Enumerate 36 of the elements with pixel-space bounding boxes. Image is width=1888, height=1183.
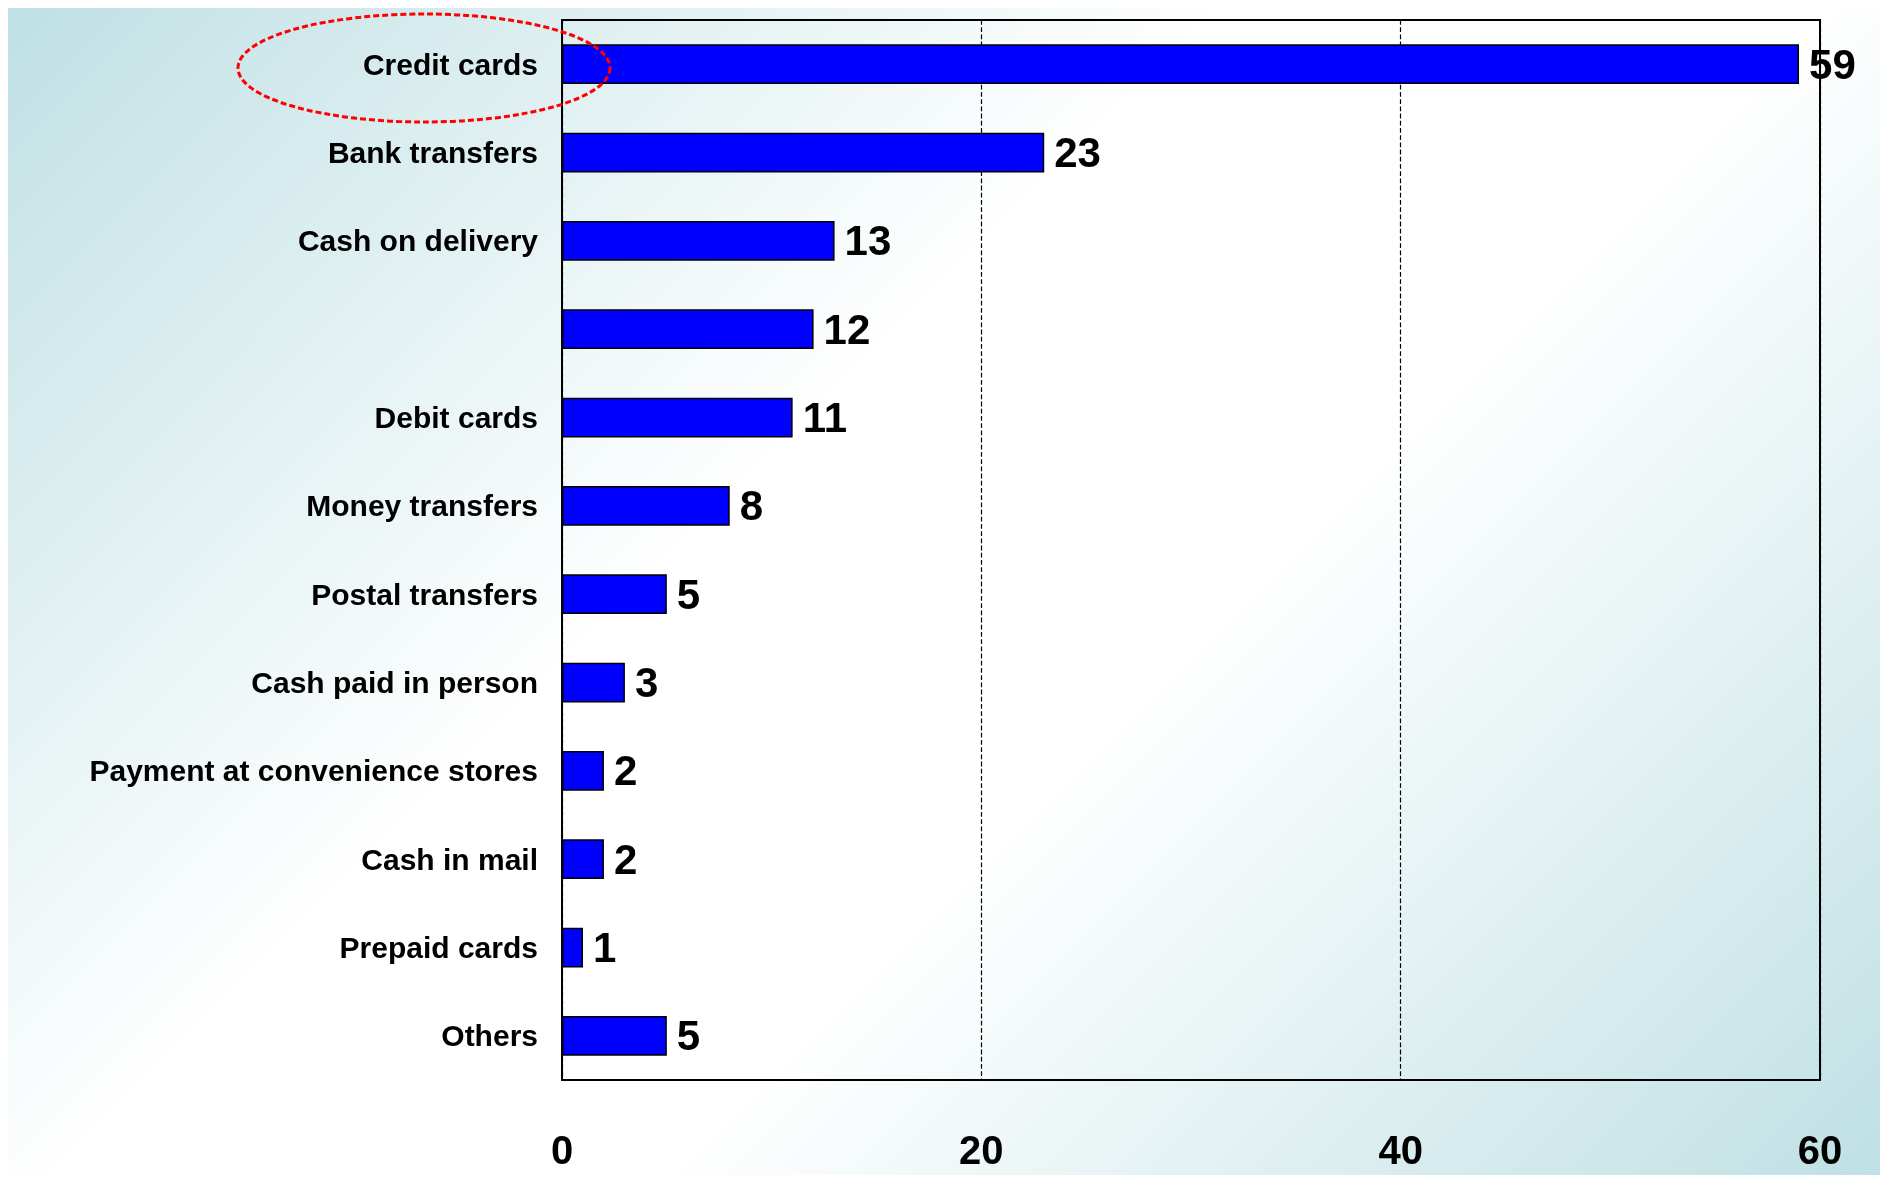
data-label: 5 bbox=[676, 1012, 701, 1060]
y-tick-label: Others bbox=[441, 1019, 538, 1053]
data-label: 13 bbox=[844, 217, 892, 265]
data-label: 23 bbox=[1054, 129, 1101, 176]
bar bbox=[562, 927, 583, 968]
bar bbox=[562, 397, 793, 438]
data-label: 8 bbox=[739, 482, 764, 530]
bar bbox=[562, 574, 667, 615]
x-tick-label: 40 bbox=[1378, 1128, 1423, 1172]
data-label: 2 bbox=[613, 835, 638, 883]
data-label: 2 bbox=[613, 747, 638, 795]
y-tick-label: Bank transfers bbox=[327, 136, 538, 169]
y-tick-label: Cash on delivery bbox=[297, 224, 539, 258]
data-label: 3 bbox=[634, 659, 659, 706]
y-tick-label: Debit cards bbox=[374, 401, 538, 434]
y-tick-label: Postal transfers bbox=[311, 577, 538, 611]
y-tick-label: Credit cards bbox=[362, 47, 538, 81]
data-label: 5 bbox=[676, 570, 701, 618]
bar bbox=[562, 662, 625, 703]
y-tick-label: Cash in mail bbox=[361, 842, 538, 876]
data-label: 12 bbox=[823, 305, 871, 353]
bar bbox=[562, 220, 835, 261]
x-tick-label: 60 bbox=[1797, 1128, 1843, 1172]
data-label: 1 bbox=[592, 924, 617, 971]
bar bbox=[562, 839, 604, 880]
bar bbox=[562, 485, 730, 526]
y-tick-label: Payment at convenience stores bbox=[89, 754, 538, 788]
x-tick-label: 20 bbox=[959, 1128, 1004, 1172]
data-label: 11 bbox=[802, 394, 848, 441]
y-tick-label: Prepaid cards bbox=[339, 931, 538, 964]
y-tick-label: Cash paid in person bbox=[251, 666, 538, 699]
y-tick-label: Money transfers bbox=[306, 489, 538, 523]
bar bbox=[562, 1015, 667, 1056]
bar bbox=[562, 309, 814, 350]
bar bbox=[562, 750, 604, 791]
x-tick-label: 0 bbox=[550, 1128, 574, 1172]
